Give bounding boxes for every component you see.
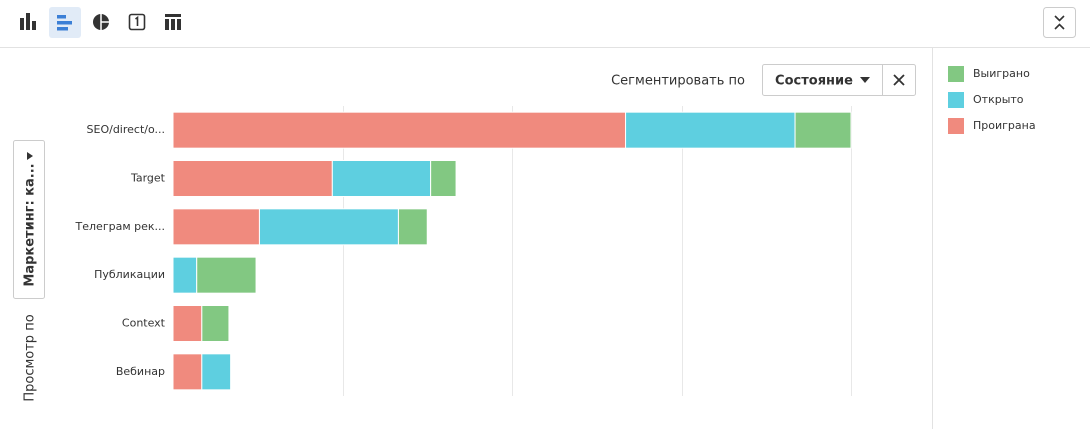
legend-swatch bbox=[948, 92, 964, 108]
bar-segment bbox=[172, 305, 203, 342]
y-tick-label: Context bbox=[122, 317, 166, 330]
legend-label: Открыто bbox=[973, 93, 1024, 106]
bar-segment bbox=[172, 208, 260, 246]
bar-segment bbox=[172, 353, 203, 391]
y-tick-label: Телеграм рек... bbox=[75, 220, 165, 233]
legend-label: Выиграно bbox=[973, 67, 1030, 80]
segment-dropdown[interactable] bbox=[762, 64, 916, 96]
collapse-button[interactable] bbox=[1043, 7, 1076, 38]
bar-segment bbox=[258, 208, 399, 246]
y-tick-label: Публикации bbox=[94, 268, 165, 281]
number-button[interactable] bbox=[128, 13, 146, 31]
bar-segment bbox=[201, 305, 230, 342]
view-dropdown[interactable] bbox=[13, 140, 45, 299]
plot: SEO/direct/o... Target Телеграм рек... Публ… bbox=[75, 66, 1036, 396]
bar-segment bbox=[172, 111, 627, 149]
legend-swatch bbox=[948, 66, 964, 82]
bar-segment bbox=[794, 111, 852, 149]
column-chart-button[interactable] bbox=[20, 13, 36, 30]
segment-value: Состояние bbox=[775, 74, 853, 89]
pie-chart-button[interactable] bbox=[93, 14, 109, 30]
bar-segment bbox=[331, 160, 432, 197]
bar-segment bbox=[172, 160, 333, 197]
bar-segment bbox=[625, 111, 796, 149]
y-tick-label: Target bbox=[130, 172, 166, 185]
legend-label: Проиграна bbox=[973, 119, 1036, 132]
bar-segment bbox=[196, 256, 257, 294]
bar-segment bbox=[172, 256, 198, 294]
view-label: Просмотр по bbox=[23, 314, 38, 401]
table-button[interactable] bbox=[165, 14, 181, 30]
bar-chart-button[interactable] bbox=[49, 7, 81, 38]
view-value: Маркетинг: ка... bbox=[23, 163, 38, 286]
legend-swatch bbox=[948, 118, 964, 134]
bar-segment bbox=[397, 208, 428, 246]
bar-segment bbox=[430, 160, 457, 197]
y-tick-label: SEO/direct/o... bbox=[87, 123, 165, 136]
bar-segment bbox=[201, 353, 232, 391]
y-tick-label: Вебинар bbox=[116, 365, 165, 378]
segment-label: Сегментировать по bbox=[611, 74, 745, 89]
